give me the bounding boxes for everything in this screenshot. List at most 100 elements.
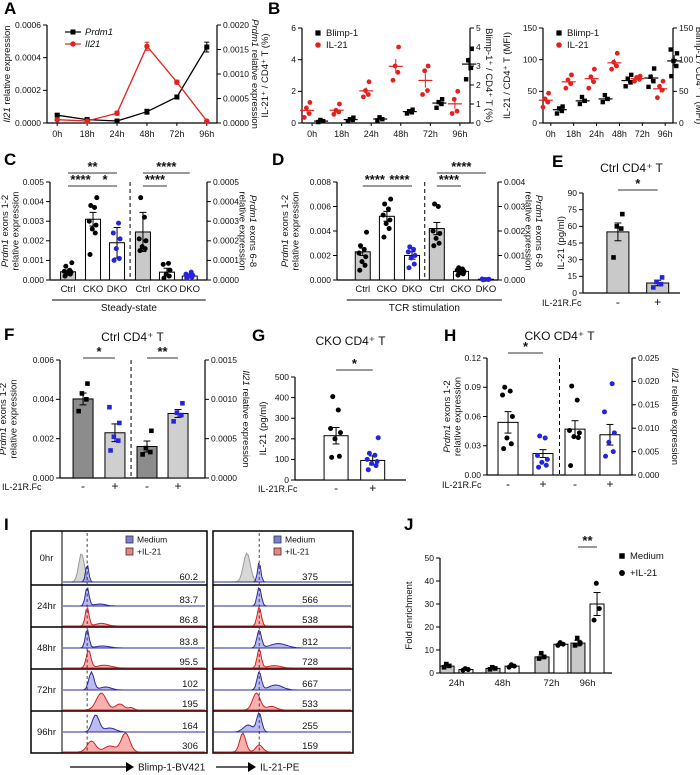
svg-text:45: 45	[568, 238, 578, 248]
svg-text:relative expression: relative expression	[9, 379, 20, 458]
svg-text:306: 306	[182, 741, 198, 752]
svg-text:24h: 24h	[449, 678, 465, 689]
svg-text:IL-21⁺ / CD4⁺ T (%): IL-21⁺ / CD4⁺ T (%)	[260, 33, 271, 117]
panel-label-g: G	[252, 326, 266, 345]
svg-text:****: ****	[451, 159, 472, 174]
svg-text:500: 500	[275, 372, 289, 382]
svg-text:*: *	[352, 356, 358, 371]
svg-text:****: ****	[365, 172, 386, 187]
svg-text:0.12: 0.12	[464, 353, 481, 363]
svg-text:+: +	[175, 479, 182, 493]
svg-text:5: 5	[476, 23, 481, 33]
svg-text:0.005: 0.005	[638, 446, 660, 456]
svg-text:400: 400	[275, 392, 289, 402]
svg-text:IL-21R.Fc: IL-21R.Fc	[2, 482, 42, 492]
svg-text:0.002: 0.002	[310, 250, 332, 260]
panel-label-b: B	[268, 0, 281, 18]
svg-text:relative expression: relative expression	[453, 377, 464, 456]
panel-label-a: A	[4, 0, 17, 18]
svg-text:0.002: 0.002	[33, 433, 55, 443]
svg-text:86.8: 86.8	[180, 615, 199, 626]
svg-text:****: ****	[70, 172, 91, 187]
svg-text:96h: 96h	[199, 129, 214, 139]
svg-text:TCR stimulation: TCR stimulation	[389, 303, 460, 314]
svg-text:0.0001: 0.0001	[213, 255, 239, 265]
svg-text:812: 812	[302, 637, 318, 648]
svg-text:Prdm1 relative expression: Prdm1 relative expression	[249, 19, 260, 129]
svg-text:20: 20	[425, 622, 435, 632]
svg-text:*: *	[523, 339, 529, 354]
svg-text:100: 100	[679, 54, 693, 64]
svg-text:0.0020: 0.0020	[223, 20, 249, 30]
svg-text:50: 50	[425, 553, 435, 563]
svg-text:IL-21R.Fc: IL-21R.Fc	[542, 298, 582, 308]
svg-text:75: 75	[568, 204, 578, 214]
svg-text:CKO: CKO	[451, 284, 472, 295]
svg-text:Ctrl CD4⁺ T: Ctrl CD4⁺ T	[101, 330, 164, 344]
svg-text:0.010: 0.010	[638, 423, 660, 433]
svg-text:0.000: 0.000	[33, 473, 55, 483]
svg-text:Il21 relative expression: Il21 relative expression	[669, 368, 680, 465]
svg-text:DKO: DKO	[402, 284, 423, 295]
svg-text:667: 667	[302, 679, 318, 690]
svg-text:0h: 0h	[52, 129, 62, 139]
svg-text:Ctrl: Ctrl	[429, 284, 444, 295]
panel-i-flow-histograms-il21: 375 Medium +IL-21 566 538 812 728 667 533 255 159I…	[212, 530, 354, 774]
svg-text:72h: 72h	[635, 129, 650, 139]
svg-text:96hr: 96hr	[37, 727, 56, 738]
panel-j-bar-chart: 0 10 20 30 40 50 Fold enrichment 24h 48h 72h 96h **…	[404, 533, 664, 689]
svg-text:18h: 18h	[80, 129, 95, 139]
svg-text:DKO: DKO	[107, 284, 128, 295]
svg-text:-: -	[334, 481, 338, 495]
svg-text:0.0002: 0.0002	[15, 85, 41, 95]
panel-label-j: J	[404, 515, 414, 534]
panel-label-i: I	[4, 515, 9, 534]
svg-text:IL-21R.Fc: IL-21R.Fc	[442, 480, 482, 490]
svg-text:0.0002: 0.0002	[213, 236, 239, 246]
panel-d-bar-chart: 0.000 0.002 0.004 0.006 0.008 Prdm1 exons 1-2…	[280, 159, 544, 314]
svg-text:95.5: 95.5	[180, 657, 199, 668]
panel-label-c: C	[4, 150, 17, 169]
svg-text:relative expression: relative expression	[11, 191, 22, 270]
svg-text:0.0005: 0.0005	[213, 177, 239, 187]
svg-text:0.004: 0.004	[310, 226, 332, 236]
svg-text:0.03: 0.03	[464, 441, 481, 451]
svg-text:**: **	[157, 344, 168, 359]
panel-h-bar-chart: 0.00 0.03 0.06 0.09 0.12 Prdm1 exons 1-2 relat…	[442, 329, 680, 491]
svg-text:96h: 96h	[658, 129, 673, 139]
svg-text:Medium: Medium	[630, 551, 664, 562]
svg-text:100: 100	[275, 454, 289, 464]
svg-text:96h: 96h	[580, 678, 596, 689]
svg-text:CKO CD4⁺ T: CKO CD4⁺ T	[315, 334, 386, 348]
svg-text:Steady-state: Steady-state	[101, 303, 158, 314]
svg-text:Medium: Medium	[285, 535, 315, 545]
svg-text:0.001: 0.001	[504, 250, 526, 260]
svg-text:0.000: 0.000	[310, 275, 332, 285]
svg-text:0.020: 0.020	[638, 376, 660, 386]
svg-text:****: ****	[145, 172, 166, 187]
svg-text:0: 0	[679, 118, 684, 128]
svg-text:0: 0	[476, 118, 481, 128]
svg-text:728: 728	[302, 657, 318, 668]
svg-text:200: 200	[275, 434, 289, 444]
svg-text:-: -	[573, 477, 577, 491]
svg-text:CKO: CKO	[83, 284, 104, 295]
svg-text:18h: 18h	[334, 129, 349, 139]
svg-text:*: *	[635, 176, 641, 191]
svg-text:4: 4	[291, 54, 296, 64]
svg-text:0.0000: 0.0000	[223, 118, 249, 128]
svg-text:0.015: 0.015	[638, 400, 660, 410]
svg-text:*: *	[102, 172, 108, 187]
svg-text:0.0000: 0.0000	[15, 118, 41, 128]
panel-f-bar-chart: 0.000 0.002 0.004 0.006 Prdm1 exons 1-2 relat…	[0, 330, 251, 493]
svg-text:0h: 0h	[307, 129, 317, 139]
svg-text:Blimp-1: Blimp-1	[326, 28, 358, 39]
svg-text:0.0015: 0.0015	[211, 355, 237, 365]
svg-text:10: 10	[425, 645, 435, 655]
svg-text:150: 150	[679, 23, 693, 33]
svg-text:18h: 18h	[566, 129, 581, 139]
svg-text:4: 4	[476, 42, 481, 52]
svg-text:relative expression: relative expression	[291, 191, 302, 270]
svg-text:255: 255	[302, 721, 318, 732]
svg-text:Blimp-1⁺ / CD4⁺ T (%): Blimp-1⁺ / CD4⁺ T (%)	[483, 28, 494, 123]
